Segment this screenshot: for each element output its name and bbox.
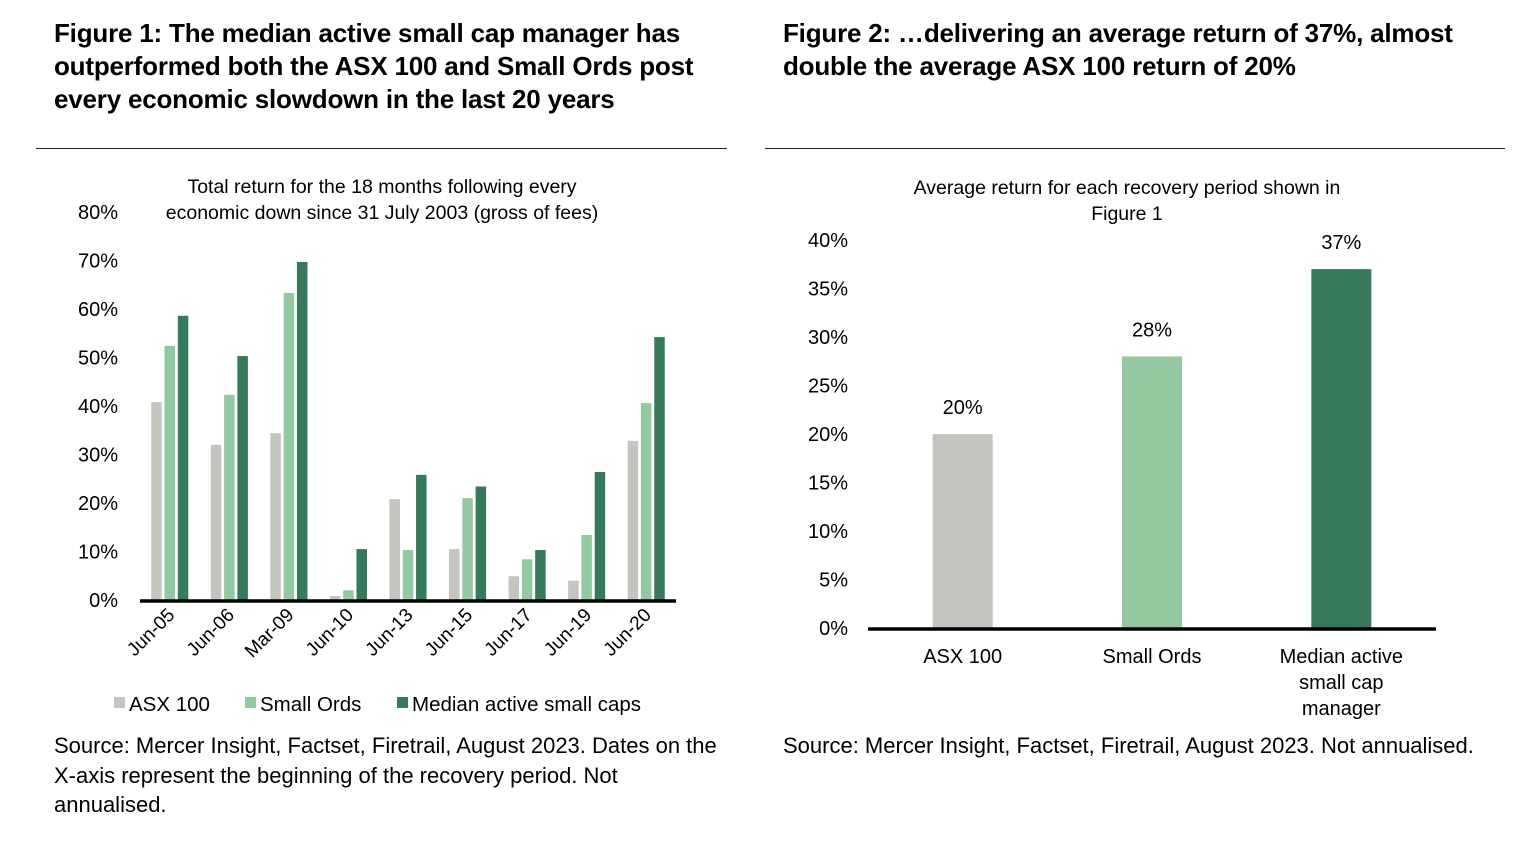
chart-2-title-line: Average return for each recovery period … — [914, 177, 1341, 199]
y-tick-label: 80% — [78, 202, 118, 224]
legend-label: Median active small caps — [412, 693, 641, 716]
y-tick-label: 40% — [808, 230, 848, 252]
chart-2-title-line: Figure 1 — [1091, 203, 1163, 225]
y-tick-label: 0% — [89, 590, 118, 612]
figure-2-title: Figure 2: …delivering an average return … — [783, 18, 1453, 81]
bar-small-ords — [283, 292, 295, 600]
bar-small-ords — [581, 535, 592, 600]
bar-median-active-small-caps — [416, 474, 427, 600]
data-label: 20% — [943, 397, 983, 419]
bar-asx-100 — [270, 433, 281, 600]
bar-2 — [1311, 269, 1372, 628]
figure-1-chart: Total return for the 18 months following… — [78, 176, 676, 716]
figure-1-title: Figure 1: The median active small cap ma… — [54, 18, 694, 114]
bar-median-active-small-caps — [654, 337, 665, 600]
bar-median-active-small-caps — [177, 315, 189, 600]
y-tick-label: 70% — [78, 251, 118, 273]
bar-asx-100 — [449, 549, 460, 600]
figure-1-divider — [36, 148, 727, 149]
legend-swatch-2 — [397, 697, 408, 708]
y-tick-label: 30% — [808, 327, 848, 349]
bar-small-ords — [640, 403, 652, 600]
bar-small-ords — [462, 498, 473, 600]
bar-median-active-small-caps — [237, 356, 248, 600]
y-tick-label: 5% — [819, 570, 848, 592]
y-tick-label: 60% — [78, 299, 118, 321]
bar-asx-100 — [151, 402, 162, 600]
chart-1-title-line: Total return for the 18 months following… — [187, 176, 576, 198]
bar-small-ords — [343, 590, 354, 600]
y-tick-label: 10% — [78, 542, 118, 564]
legend-swatch-1 — [245, 697, 256, 708]
figure-1-source-note: Source: Mercer Insight, Factset, Firetra… — [54, 733, 717, 817]
figure-2-chart: Average return for each recovery period … — [808, 177, 1436, 720]
figure-2-divider — [765, 148, 1505, 149]
y-tick-label: 25% — [808, 376, 848, 398]
bar-small-ords — [521, 559, 533, 600]
x-tick-label: Small Ords — [1103, 646, 1202, 668]
bar-small-ords — [402, 550, 414, 600]
bar-asx-100 — [329, 596, 341, 600]
legend-swatch-0 — [114, 697, 125, 708]
data-label: 28% — [1132, 319, 1172, 341]
bar-0 — [932, 434, 993, 628]
y-tick-label: 20% — [78, 493, 118, 515]
x-tick-label: ASX 100 — [923, 646, 1002, 668]
y-tick-label: 15% — [808, 473, 848, 495]
bar-1 — [1122, 356, 1182, 628]
bar-asx-100 — [627, 440, 639, 600]
bar-median-active-small-caps — [356, 549, 367, 600]
bar-asx-100 — [568, 580, 579, 600]
bar-median-active-small-caps — [296, 261, 308, 600]
y-tick-label: 50% — [78, 348, 118, 370]
bar-small-ords — [224, 394, 235, 600]
chart-1-title-line: economic down since 31 July 2003 (gross … — [166, 202, 598, 224]
y-tick-label: 0% — [819, 618, 848, 640]
x-tick-label: Median active — [1280, 646, 1403, 668]
y-tick-label: 10% — [808, 521, 848, 543]
bar-median-active-small-caps — [475, 486, 487, 600]
y-tick-label: 20% — [808, 424, 848, 446]
data-label: 37% — [1321, 232, 1361, 254]
x-tick-label: manager — [1302, 698, 1381, 720]
bar-asx-100 — [508, 576, 520, 600]
y-tick-label: 40% — [78, 396, 118, 418]
figure-2-source-note: Source: Mercer Insight, Factset, Firetra… — [783, 733, 1474, 758]
y-tick-label: 30% — [78, 445, 118, 467]
x-tick-label: small cap — [1299, 672, 1383, 694]
bar-median-active-small-caps — [594, 471, 606, 600]
y-tick-label: 35% — [808, 279, 848, 301]
legend-label: Small Ords — [260, 693, 361, 716]
bar-median-active-small-caps — [535, 550, 546, 600]
bar-asx-100 — [389, 499, 400, 600]
bar-small-ords — [164, 345, 176, 600]
legend-label: ASX 100 — [129, 693, 210, 716]
bar-asx-100 — [210, 444, 222, 600]
